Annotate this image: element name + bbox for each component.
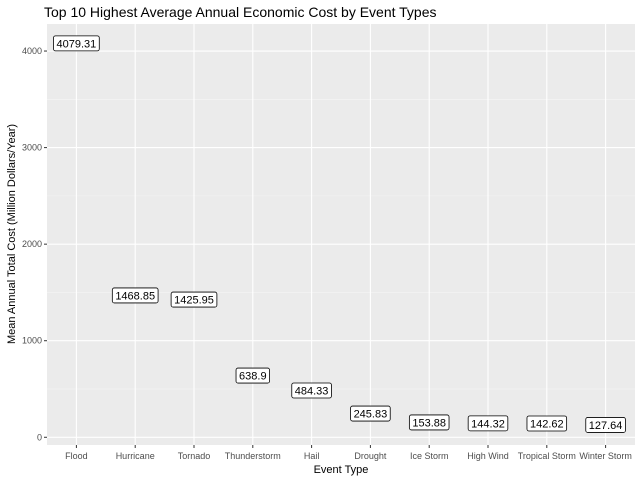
data-label: 142.62 bbox=[526, 415, 568, 432]
data-label-box bbox=[467, 415, 509, 432]
x-tick-label: Winter Storm bbox=[579, 451, 632, 461]
y-tick-label: 3000 bbox=[22, 143, 42, 153]
data-label-text: 638.9 bbox=[239, 371, 267, 383]
data-label-text: 127.64 bbox=[589, 420, 623, 432]
data-label: 245.83 bbox=[350, 405, 391, 422]
data-label-box bbox=[350, 405, 391, 422]
data-label-box bbox=[53, 35, 100, 52]
y-axis-title: Mean Annual Total Cost (Million Dollars/… bbox=[6, 124, 18, 344]
x-axis: Flood Hurricane Tornado Thunderstorm Hail Dro… bbox=[65, 445, 632, 461]
x-tick-label: Hurricane bbox=[116, 451, 155, 461]
data-label: 144.32 bbox=[467, 415, 509, 432]
data-label-box bbox=[526, 415, 568, 432]
data-label: 4079.31 bbox=[53, 35, 100, 52]
data-label-box bbox=[585, 417, 626, 433]
x-tick-label: Ice Storm bbox=[410, 451, 449, 461]
data-label-text: 1425.95 bbox=[174, 295, 214, 307]
x-tick-label: Tropical Storm bbox=[518, 451, 576, 461]
data-labels: 4079.31 1468.85 1425.95 638.9 484.33 245.83 15… bbox=[53, 35, 626, 433]
data-label-box bbox=[111, 287, 159, 304]
major-gridlines bbox=[47, 24, 635, 445]
y-tick-label: 4000 bbox=[22, 46, 42, 56]
data-label-text: 245.83 bbox=[354, 409, 388, 421]
data-label-text: 142.62 bbox=[530, 419, 564, 431]
x-tick-label: Drought bbox=[354, 451, 387, 461]
data-label-box bbox=[291, 382, 332, 399]
chart-title: Top 10 Highest Average Annual Economic C… bbox=[44, 4, 437, 20]
data-label: 1425.95 bbox=[170, 291, 218, 308]
data-label-text: 144.32 bbox=[471, 418, 505, 430]
y-tick-label: 0 bbox=[37, 432, 42, 442]
x-tick-label: Hail bbox=[304, 451, 320, 461]
data-label: 638.9 bbox=[235, 367, 270, 384]
x-tick-label: High Wind bbox=[467, 451, 509, 461]
x-axis-title: Event Type bbox=[314, 464, 369, 476]
y-axis: 0 1000 2000 3000 4000 bbox=[22, 46, 47, 442]
data-label-text: 1468.85 bbox=[115, 290, 155, 302]
data-label: 153.88 bbox=[408, 414, 450, 431]
x-tick-label: Thunderstorm bbox=[225, 451, 281, 461]
data-label-box bbox=[235, 367, 270, 384]
plot-panel bbox=[47, 24, 635, 445]
data-label: 127.64 bbox=[585, 417, 626, 433]
x-tick-label: Flood bbox=[65, 451, 88, 461]
y-tick-label: 1000 bbox=[22, 336, 42, 346]
x-tick-label: Tornado bbox=[178, 451, 211, 461]
y-tick-label: 2000 bbox=[22, 239, 42, 249]
data-label-text: 153.88 bbox=[412, 417, 446, 429]
data-label-box bbox=[408, 414, 450, 431]
data-label: 1468.85 bbox=[111, 287, 159, 304]
data-label-text: 484.33 bbox=[295, 386, 329, 398]
data-label-text: 4079.31 bbox=[57, 38, 97, 50]
data-label: 484.33 bbox=[291, 382, 332, 399]
data-label-box bbox=[170, 291, 218, 308]
